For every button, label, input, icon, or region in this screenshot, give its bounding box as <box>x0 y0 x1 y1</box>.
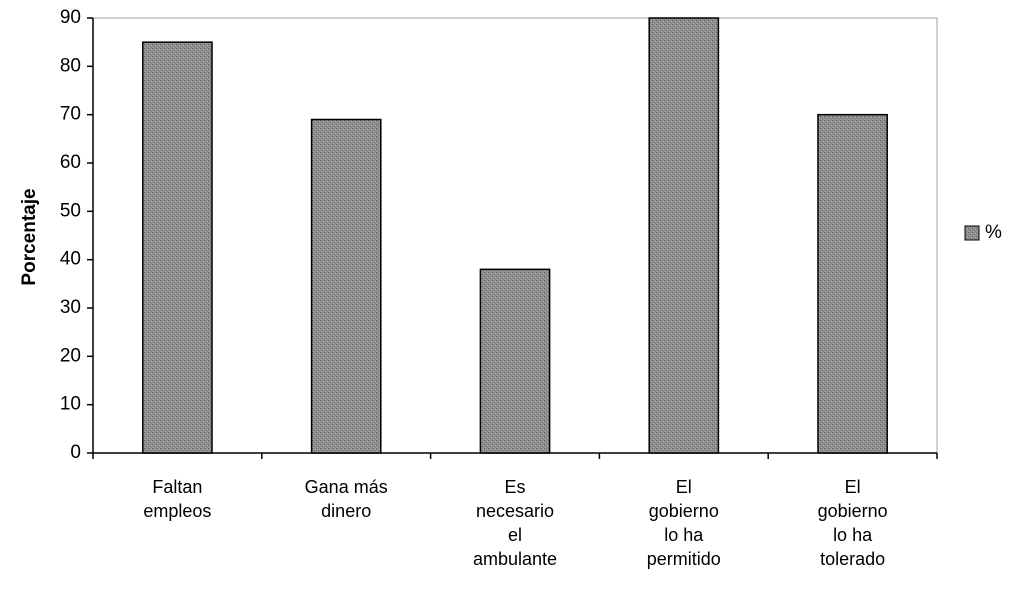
x-tick-label-line: necesario <box>476 501 554 521</box>
x-tick-label-line: Gana más <box>305 477 388 497</box>
y-tick-label: 40 <box>60 249 81 270</box>
x-tick-label-line: gobierno <box>649 501 719 521</box>
x-tick-label-line: dinero <box>321 501 371 521</box>
y-tick-label: 20 <box>60 345 81 366</box>
x-tick-label: El gobierno lo ha permitido <box>647 477 721 569</box>
bar <box>142 41 213 454</box>
y-tick-label: 70 <box>60 104 81 125</box>
x-tick-label-line: gobierno <box>818 501 888 521</box>
y-axis: 0 10 20 30 40 50 60 70 80 90 <box>60 7 94 463</box>
y-tick-label: 30 <box>60 297 81 318</box>
bar <box>310 118 382 454</box>
x-tick-label-line: el <box>508 525 522 545</box>
x-tick-label: El gobierno lo ha tolerado <box>818 477 888 569</box>
x-axis: Faltan empleos Gana más dinero Es necesario el… <box>92 452 938 569</box>
legend: % <box>964 222 1002 243</box>
y-tick-label: 80 <box>60 55 81 76</box>
x-tick-label-line: Es <box>504 477 525 497</box>
legend-label: % <box>985 222 1002 243</box>
y-tick-label: 0 <box>70 442 81 463</box>
legend-swatch <box>964 225 980 241</box>
x-tick-label-line: empleos <box>143 501 211 521</box>
x-tick-label: Faltan empleos <box>143 477 211 521</box>
x-tick-label-line: El <box>845 477 861 497</box>
x-tick-label-line: lo ha <box>664 525 704 545</box>
x-tick-label-line: ambulante <box>473 549 557 569</box>
y-tick-label: 60 <box>60 152 81 173</box>
x-tick-label-line: permitido <box>647 549 721 569</box>
y-tick-label: 10 <box>60 394 81 415</box>
y-tick-label: 90 <box>60 7 81 28</box>
y-tick-label: 50 <box>60 200 81 221</box>
bars <box>142 17 888 454</box>
x-tick-label-line: tolerado <box>820 549 885 569</box>
bar <box>817 113 888 454</box>
x-tick-label-line: Faltan <box>152 477 202 497</box>
x-tick-label-line: El <box>676 477 692 497</box>
y-axis-title: Porcentaje <box>19 188 40 285</box>
x-tick-label: Es necesario el ambulante <box>473 477 557 569</box>
x-tick-label-line: lo ha <box>833 525 873 545</box>
bar <box>479 268 551 454</box>
x-tick-label: Gana más dinero <box>305 477 388 521</box>
bar <box>648 17 720 454</box>
